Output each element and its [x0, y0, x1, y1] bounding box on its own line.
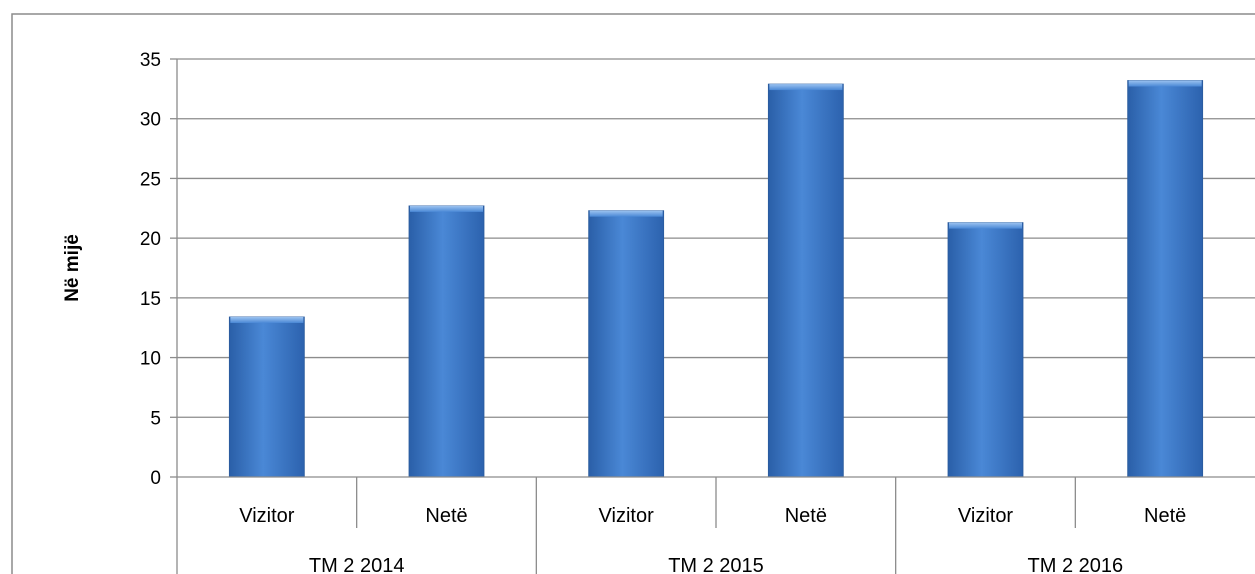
x-category-label: Vizitor — [958, 505, 1014, 527]
bar-body — [767, 83, 844, 478]
bar-2 — [588, 210, 665, 478]
category-labels: Vizitor Netë Vizitor Netë Vizitor Netë — [239, 505, 1186, 527]
bar-5 — [1127, 80, 1204, 478]
x-category-label: Netë — [785, 505, 827, 527]
axes — [176, 59, 1255, 574]
bar-4 — [947, 222, 1024, 478]
y-tick-label: 5 — [150, 408, 161, 429]
y-tick-label: 25 — [140, 169, 161, 190]
bar-highlight — [949, 222, 1022, 229]
y-tick-label: 35 — [140, 50, 161, 71]
bar-body — [228, 316, 305, 478]
bar-3 — [767, 83, 844, 478]
y-axis-title: Në mijë — [62, 234, 83, 302]
bar-highlight — [230, 316, 304, 323]
bar-highlight — [1128, 80, 1202, 87]
bar-1 — [408, 205, 485, 478]
x-group-label: TM 2 2014 — [309, 555, 405, 574]
bars — [228, 80, 1204, 478]
gridlines — [177, 58, 1255, 418]
bar-body — [947, 222, 1024, 478]
bar-body — [1127, 80, 1204, 478]
y-tick-label: 0 — [150, 468, 161, 489]
bar-body — [408, 205, 485, 478]
y-tick-label: 10 — [140, 349, 161, 370]
bar-0 — [228, 316, 305, 478]
y-tick-label: 15 — [140, 289, 161, 310]
bar-highlight — [769, 84, 843, 91]
bar-highlight — [410, 205, 483, 212]
x-category-label: Netë — [1144, 505, 1186, 527]
group-labels: TM 2 2014 TM 2 2015 TM 2 2016 — [309, 555, 1123, 574]
bar-body — [588, 210, 665, 478]
bar-highlight — [589, 210, 663, 217]
x-category-label: Vizitor — [599, 505, 655, 527]
x-category-label: Vizitor — [239, 505, 295, 527]
x-category-label: Netë — [425, 505, 467, 527]
y-tick-label: 20 — [140, 229, 161, 250]
x-group-label: TM 2 2015 — [668, 555, 764, 574]
x-group-label: TM 2 2016 — [1028, 555, 1124, 574]
y-tick-label: 30 — [140, 110, 161, 131]
y-axis-ticks: 0 5 10 15 20 25 30 35 — [140, 50, 177, 489]
